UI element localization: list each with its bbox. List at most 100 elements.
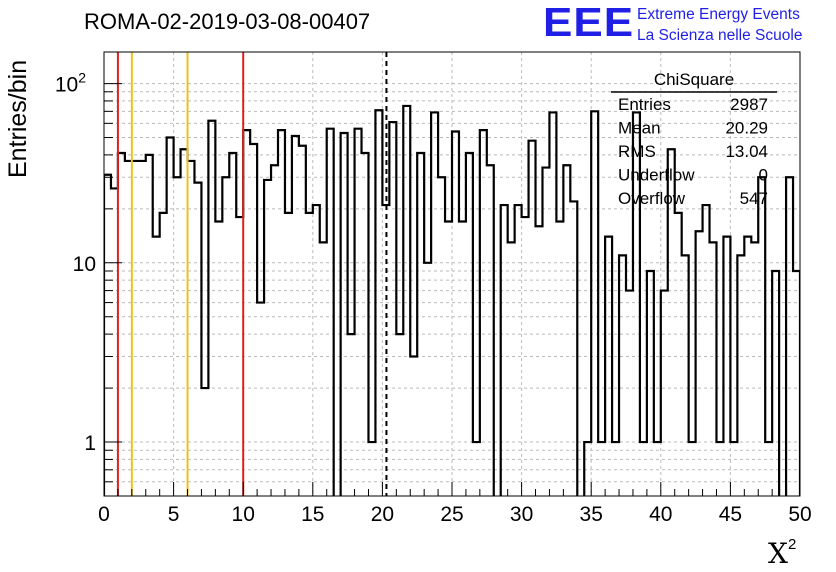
x-tick-label: 40 (649, 503, 672, 526)
histogram-bin (271, 165, 278, 496)
histogram-bin (299, 146, 306, 496)
histogram-bin (549, 112, 556, 496)
histogram-bin (320, 242, 327, 496)
histogram-bin (285, 213, 292, 496)
chart-title: ROMA-02-2019-03-08-00407 (84, 9, 371, 34)
histogram-bin (619, 255, 626, 496)
stats-title: ChiSquare (654, 70, 734, 89)
histogram-bin (730, 442, 737, 496)
histogram-bin (167, 138, 174, 496)
stats-value: 20.29 (725, 119, 768, 138)
x-tick-label: 35 (580, 503, 603, 526)
histogram-bin (389, 122, 396, 496)
x-tick-label: 5 (168, 503, 180, 526)
histogram-bin (758, 177, 765, 496)
histogram-bin (612, 442, 619, 496)
histogram-bin (529, 141, 536, 496)
x-axis-label-sup: 2 (787, 536, 797, 553)
histogram-bin (201, 388, 208, 496)
histogram-bin (403, 106, 410, 496)
histogram-bin (292, 136, 299, 496)
x-axis-label-base: X (768, 537, 788, 570)
histogram-bin (146, 155, 153, 496)
histogram-outline (104, 104, 800, 496)
y-tick-label: 1 (84, 432, 96, 455)
x-tick-label: 15 (301, 503, 324, 526)
logo-line-2: La Scienza nelle Scuole (637, 27, 803, 44)
histogram-bin (459, 221, 466, 496)
histogram-bin (716, 442, 723, 496)
histogram-bin (375, 110, 382, 496)
histogram-bin (306, 213, 313, 496)
histogram-bin (563, 165, 570, 496)
histogram-bin (410, 357, 417, 496)
histogram-bin (250, 144, 257, 496)
histogram-bin (501, 205, 508, 496)
histogram-bin (737, 255, 744, 496)
stats-label: Underflow (618, 166, 695, 185)
histogram-bin (125, 161, 132, 496)
logo-line-1: Extreme Energy Events (637, 6, 800, 23)
histogram-bin (264, 180, 271, 496)
stats-box: ChiSquare Entries 2987 Mean 20.29 RMS 13.04 Und… (611, 70, 777, 208)
histogram-bin (751, 242, 758, 496)
histogram-bin (424, 263, 431, 496)
histogram-bin (243, 130, 250, 496)
x-axis-label: X2 (768, 536, 796, 570)
x-tick-label: 10 (232, 503, 255, 526)
histogram-bin (772, 271, 779, 496)
stats-value: 0 (759, 166, 768, 185)
histogram-bin (229, 153, 236, 496)
histogram-bin (452, 132, 459, 496)
stats-value: 547 (740, 189, 768, 208)
histogram-bin (355, 129, 362, 496)
histogram-bin (236, 217, 243, 496)
histogram-bin (654, 442, 661, 496)
histogram-bin (222, 177, 229, 496)
y-tick-label: 102 (55, 70, 86, 97)
histogram-bin (188, 161, 195, 496)
histogram-bars (104, 104, 800, 496)
histogram-bin (703, 205, 710, 496)
histogram-bin (368, 442, 375, 496)
histogram-bin (153, 237, 160, 496)
histogram-bin (598, 442, 605, 496)
histogram-bin (417, 153, 424, 496)
histogram-bin (396, 334, 403, 496)
histogram-bin (696, 231, 703, 496)
histogram-bin (194, 183, 201, 496)
stats-label: Entries (618, 95, 671, 114)
histogram-bin (327, 129, 334, 496)
logo-caption: Extreme Energy Events La Scienza nelle S… (637, 4, 802, 46)
histogram-bin (348, 334, 355, 496)
histogram-bin (132, 161, 139, 496)
histogram-bin (682, 255, 689, 496)
histogram-bin (139, 161, 146, 496)
stats-value: 2987 (730, 95, 768, 114)
x-tick-label: 0 (98, 503, 110, 526)
histogram-bin (793, 271, 800, 496)
stats-label: RMS (618, 142, 656, 161)
histogram-bin (278, 130, 285, 496)
histogram-bin (104, 175, 111, 496)
histogram-bin (723, 237, 730, 496)
histogram-bin (445, 221, 452, 496)
histogram-bin (675, 213, 682, 496)
histogram-bin (215, 221, 222, 496)
histogram-bin (118, 153, 125, 496)
stats-label: Mean (618, 119, 661, 138)
histogram-bin (689, 442, 696, 496)
histogram-bin (257, 303, 264, 496)
x-tick-label: 45 (719, 503, 742, 526)
y-tick-label: 10 (73, 253, 96, 276)
histogram-bin (786, 177, 793, 496)
histogram-bin (480, 130, 487, 496)
histogram-bin (313, 205, 320, 496)
histogram-bin (765, 442, 772, 496)
histogram-bin (431, 112, 438, 496)
histogram-bin (181, 149, 188, 496)
histogram-bin (174, 177, 181, 496)
x-tick-label: 20 (371, 503, 394, 526)
histogram-bin (160, 213, 167, 496)
